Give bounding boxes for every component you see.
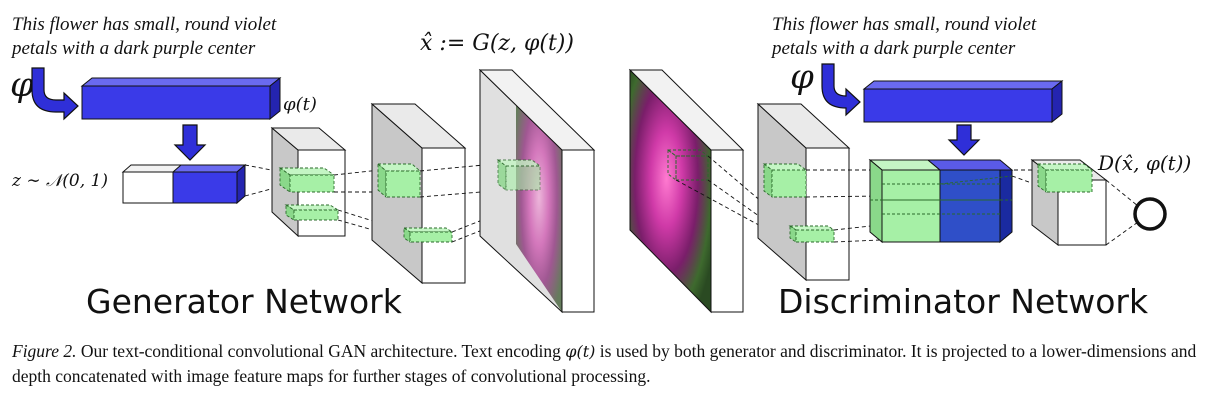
generator-input-text-line1: This flower has small, round violet	[12, 14, 277, 35]
caption-text-after: is used by both generator and discrimina…	[12, 341, 1197, 386]
generator-feature-volume-2	[370, 102, 467, 285]
generator-network-title: Generator Network	[86, 282, 403, 321]
discriminator-input-text-line1: This flower has small, round violet	[772, 14, 1037, 35]
generator-output-image	[478, 68, 596, 314]
discriminator-phi-symbol: φ	[790, 57, 814, 97]
gan-architecture-diagram: This flower has small, round violet peta…	[10, 14, 1191, 321]
generator-input-text-line2: petals with a dark purple center	[10, 38, 256, 59]
generator-down-arrow	[173, 124, 207, 161]
generator-phi-t-label: φ(t)	[283, 94, 317, 115]
discriminator-feature-volume-2	[1030, 158, 1108, 247]
discriminator-output-label: D(x̂, φ(t))	[1097, 151, 1191, 175]
generator-feature-volume-1	[270, 126, 347, 238]
discriminator-network-title: Discriminator Network	[778, 282, 1149, 321]
discriminator-phi-arrow	[821, 63, 861, 117]
discriminator-section: This flower has small, round violet peta…	[628, 14, 1191, 321]
generator-phi-symbol: φ	[10, 65, 34, 105]
discriminator-feature-volume-1	[756, 102, 851, 282]
caption-label: Figure 2.	[12, 341, 77, 361]
discriminator-text-encoding-bar	[862, 79, 1064, 124]
generator-phi-arrow	[31, 67, 79, 121]
caption-math: φ(t)	[565, 342, 596, 361]
discriminator-concat-block	[868, 158, 1014, 244]
generator-noise-label: z ∼ 𝒩(0, 1)	[11, 171, 108, 191]
generator-section: This flower has small, round violet peta…	[10, 14, 596, 321]
figure-caption: Figure 2. Our text-conditional convoluti…	[12, 339, 1208, 389]
generator-text-encoding-bar	[80, 76, 282, 121]
discriminator-input-text-line2: petals with a dark purple center	[770, 38, 1016, 59]
generator-concat-vector	[121, 163, 247, 205]
discriminator-down-arrow	[947, 124, 981, 156]
discriminator-input-image	[628, 68, 745, 314]
caption-text-before: Our text-conditional convolutional GAN a…	[76, 341, 566, 361]
discriminator-connections-4	[1105, 179, 1139, 246]
discriminator-output-node	[1133, 197, 1167, 231]
generator-output-label: x̂ := G(z, φ(t))	[420, 31, 574, 56]
